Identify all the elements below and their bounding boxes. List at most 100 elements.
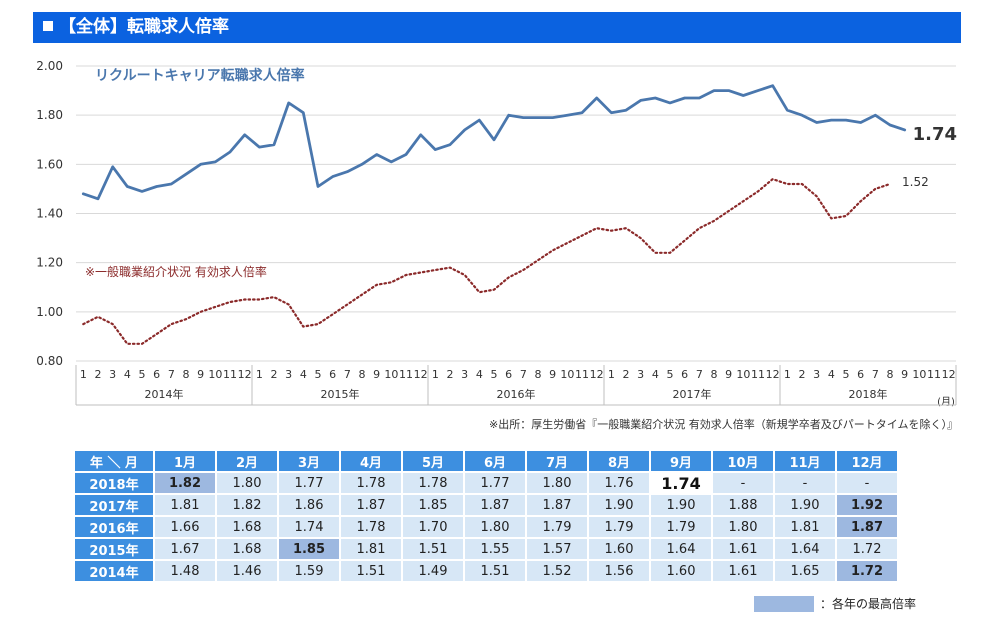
series-label-mhlw: ※一般職業紹介状況 有効求人倍率	[85, 264, 267, 279]
x-tick-label: 4	[124, 368, 131, 381]
y-tick-label: 1.00	[36, 305, 63, 319]
x-tick-label: 7	[872, 368, 879, 381]
x-tick-label: 8	[535, 368, 542, 381]
table-year-cell: 2016年	[75, 517, 153, 537]
table-value-cell: 1.66	[155, 517, 215, 537]
table-row: 2018年 1.82 1.80 1.77 1.78 1.78 1.77 1.80 1.76 1.7…	[75, 473, 897, 493]
x-tick-label: 1	[608, 368, 615, 381]
table-value-cell: 1.78	[403, 473, 463, 493]
table-value-cell: 1.78	[341, 517, 401, 537]
table-value-cell: 1.49	[403, 561, 463, 581]
table-value-cell: 1.90	[651, 495, 711, 515]
table-value-cell: 1.80	[465, 517, 525, 537]
x-tick-label: 8	[711, 368, 718, 381]
x-tick-label: 7	[696, 368, 703, 381]
x-tick-label: 11	[751, 368, 765, 381]
table-value-cell: -	[837, 473, 897, 493]
x-tick-label: 3	[109, 368, 116, 381]
x-tick-label: 8	[183, 368, 190, 381]
table-value-cell: 1.68	[217, 517, 277, 537]
table-value-cell: 1.77	[465, 473, 525, 493]
table-value-cell: 1.60	[651, 561, 711, 581]
data-table: 年 ＼ 月 1月 2月 3月 4月 5月 6月 7月 8月 9月 10月 11月 12月 2018年 1.…	[73, 449, 899, 583]
table-value-cell: 1.79	[651, 517, 711, 537]
x-tick-label: 10	[912, 368, 926, 381]
table-value-cell: 1.86	[279, 495, 339, 515]
x-tick-label: 11	[223, 368, 237, 381]
x-tick-label: 11	[399, 368, 413, 381]
table-value-cell: -	[713, 473, 773, 493]
header-bar: 【全体】転職求人倍率	[33, 12, 961, 43]
table-value-cell: 1.85	[279, 539, 339, 559]
square-bullet-icon	[43, 21, 53, 31]
series-label-recruit: リクルートキャリア転職求人倍率	[95, 67, 305, 84]
table-value-cell: 1.80	[217, 473, 277, 493]
x-tick-label: 6	[153, 368, 160, 381]
table-value-cell: 1.80	[713, 517, 773, 537]
table-value-cell: 1.76	[589, 473, 649, 493]
table-year-cell: 2017年	[75, 495, 153, 515]
table-value-cell: 1.56	[589, 561, 649, 581]
table-value-cell: 1.52	[527, 561, 587, 581]
x-tick-label: 2	[623, 368, 630, 381]
series-line-recruit	[81, 84, 907, 201]
table-row: 2014年 1.48 1.46 1.59 1.51 1.49 1.51 1.52 1.56 1.6…	[75, 561, 897, 581]
x-tick-label: 4	[828, 368, 835, 381]
table-value-cell: 1.70	[403, 517, 463, 537]
table-value-cell: 1.57	[527, 539, 587, 559]
table-value-cell: 1.64	[775, 539, 835, 559]
x-tick-label: 2	[799, 368, 806, 381]
legend: ：各年の最高倍率	[754, 595, 916, 612]
x-tick-label: 10	[384, 368, 398, 381]
x-tick-label: 1	[256, 368, 263, 381]
table-value-cell: 1.87	[527, 495, 587, 515]
x-tick-label: 2	[271, 368, 278, 381]
table-row: 2015年 1.67 1.68 1.85 1.81 1.51 1.55 1.57 1.60 1.6…	[75, 539, 897, 559]
table-value-cell: 1.77	[279, 473, 339, 493]
x-tick-label: 9	[373, 368, 380, 381]
legend-swatch	[754, 596, 814, 612]
table-value-cell: 1.79	[589, 517, 649, 537]
table-value-cell: 1.72	[837, 539, 897, 559]
table-value-cell: 1.80	[527, 473, 587, 493]
x-tick-label: 1	[784, 368, 791, 381]
table-value-cell: 1.87	[341, 495, 401, 515]
x-tick-label: 3	[813, 368, 820, 381]
x-tick-label: 7	[168, 368, 175, 381]
x-tick-label: 3	[461, 368, 468, 381]
table-value-cell: 1.82	[217, 495, 277, 515]
x-tick-label: 7	[520, 368, 527, 381]
table-value-cell: 1.51	[403, 539, 463, 559]
table-year-cell: 2014年	[75, 561, 153, 581]
year-label: 2015年	[321, 387, 360, 401]
table-month-header: 1月	[155, 451, 215, 471]
table-value-cell: 1.74	[279, 517, 339, 537]
month-unit-label: (月)	[937, 396, 955, 408]
y-tick-label: 0.80	[36, 354, 63, 368]
table-value-cell: 1.59	[279, 561, 339, 581]
x-tick-label: 1	[80, 368, 87, 381]
legend-label: ：各年の最高倍率	[820, 597, 917, 611]
x-tick-label: 4	[476, 368, 483, 381]
table-value-cell: 1.48	[155, 561, 215, 581]
page-title: 【全体】転職求人倍率	[59, 17, 229, 37]
x-tick-label: 2	[447, 368, 454, 381]
table-value-cell: 1.90	[775, 495, 835, 515]
y-tick-label: 1.80	[36, 108, 63, 122]
x-tick-label: 5	[491, 368, 498, 381]
table-value-cell: 1.64	[651, 539, 711, 559]
table-month-header: 10月	[713, 451, 773, 471]
source-note: ※出所：厚生労働省『一般職業紹介状況 有効求人倍率（新規学卒者及びパートタイムを…	[489, 418, 958, 431]
table-value-cell: 1.79	[527, 517, 587, 537]
table-value-cell: 1.81	[775, 517, 835, 537]
x-tick-label: 1	[432, 368, 439, 381]
year-label: 2017年	[673, 387, 712, 401]
table-month-header: 3月	[279, 451, 339, 471]
x-tick-label: 5	[843, 368, 850, 381]
table-month-header: 5月	[403, 451, 463, 471]
x-tick-label: 9	[549, 368, 556, 381]
table-value-cell: 1.51	[341, 561, 401, 581]
x-tick-label: 5	[667, 368, 674, 381]
x-tick-label: 10	[560, 368, 574, 381]
end-value-label-recruit: 1.74	[913, 124, 957, 145]
